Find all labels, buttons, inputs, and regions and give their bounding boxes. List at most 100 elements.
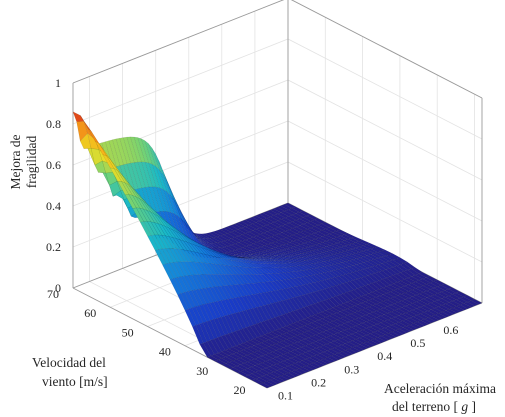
surface-facet (368, 311, 381, 318)
surface-facet (137, 161, 150, 188)
surface-facet (308, 254, 321, 259)
surface-facet (445, 308, 458, 315)
surface-facet (162, 263, 174, 280)
surface-facet (352, 264, 365, 271)
surface-facet (270, 228, 283, 235)
surface-facet (334, 352, 347, 359)
surface-facet (300, 248, 313, 252)
surface-facet (269, 273, 282, 281)
surface-facet (327, 355, 340, 362)
surface-facet (241, 274, 254, 284)
surface-facet (279, 354, 292, 360)
surface-facet (408, 303, 421, 309)
surface-facet (213, 317, 226, 337)
surface-facet (273, 376, 286, 383)
surface-facet (388, 259, 401, 266)
surface-facet (263, 304, 276, 319)
surface-facet (284, 372, 297, 379)
surface-facet (176, 261, 189, 277)
surface-facet (147, 235, 159, 251)
y-axis-label-line2: viento [m/s] (42, 374, 108, 389)
surface-facet (285, 312, 298, 324)
surface-facet (325, 245, 339, 250)
surface-facet (146, 203, 158, 217)
surface-facet (265, 260, 277, 264)
surface-facet (266, 263, 278, 269)
surface-facet (292, 239, 305, 245)
surface-facet (284, 279, 297, 288)
surface-facet (161, 224, 174, 238)
surface-facet (347, 237, 360, 243)
surface-facet (307, 234, 320, 240)
surface-facet (308, 263, 322, 269)
surface-facet (362, 328, 375, 334)
surface-facet (407, 276, 420, 282)
surface-facet (255, 377, 268, 383)
y-tick-label: 30 (196, 364, 208, 378)
surface-facet (349, 279, 362, 289)
surface-facet (287, 266, 300, 272)
surface-facet (316, 359, 329, 366)
surface-facet (254, 370, 267, 377)
x-tick-label: 0.4 (377, 349, 392, 363)
surface-facet (359, 342, 372, 349)
surface-facet (311, 327, 324, 334)
surface-facet (271, 241, 284, 247)
surface-facet (324, 287, 337, 298)
y-tick-label: 20 (234, 383, 246, 397)
surface-facet (144, 140, 157, 167)
surface-facet (273, 207, 286, 213)
surface-facet (271, 247, 284, 252)
surface-facet (333, 248, 346, 253)
surface-facet (257, 335, 269, 342)
surface-facet (338, 283, 351, 293)
surface-facet (288, 221, 301, 228)
surface-facet (305, 350, 318, 357)
surface-facet (292, 220, 304, 226)
surface-facet (383, 319, 396, 326)
surface-facet (289, 246, 302, 251)
surface-facet (326, 254, 339, 260)
surface-facet (304, 337, 317, 344)
surface-facet (251, 215, 264, 222)
surface-facet (448, 300, 461, 307)
surface-facet (212, 230, 225, 236)
y-tick-label: 60 (84, 306, 96, 320)
surface-facet (281, 299, 294, 313)
surface-facet (80, 115, 92, 132)
surface-facet (240, 219, 253, 226)
surface-facet (411, 294, 424, 301)
surface-facet (391, 330, 404, 336)
surface-facet (385, 276, 398, 284)
surface-facet (370, 338, 383, 345)
surface-facet (387, 311, 400, 318)
surface-facet (278, 327, 291, 333)
surface-facet (162, 188, 175, 215)
surface-facet (249, 294, 261, 308)
surface-facet (277, 375, 289, 382)
surface-facet (330, 254, 343, 259)
surface-facet (380, 334, 393, 340)
z-tick-label: 0.8 (46, 117, 61, 131)
z-axis-label-line1: Mejora de (8, 134, 23, 189)
surface-facet (191, 306, 204, 325)
surface-facet (269, 378, 282, 384)
box-edge (72, 0, 285, 84)
surface-facet (168, 223, 180, 234)
surface-facet (198, 262, 210, 275)
surface-facet (266, 273, 279, 282)
surface-facet (330, 258, 343, 264)
surface-facet (326, 342, 339, 348)
surface-facet (212, 236, 225, 243)
surface-facet (293, 250, 306, 254)
surface-facet (272, 255, 284, 258)
surface-facet (355, 251, 368, 257)
surface-facet (266, 223, 279, 229)
surface-facet (309, 282, 322, 292)
surface-facet (412, 308, 425, 314)
surface-facet (266, 216, 279, 223)
x-tick-label: 0.6 (443, 323, 458, 337)
surface-facet (314, 224, 327, 231)
surface-facet (245, 244, 258, 250)
